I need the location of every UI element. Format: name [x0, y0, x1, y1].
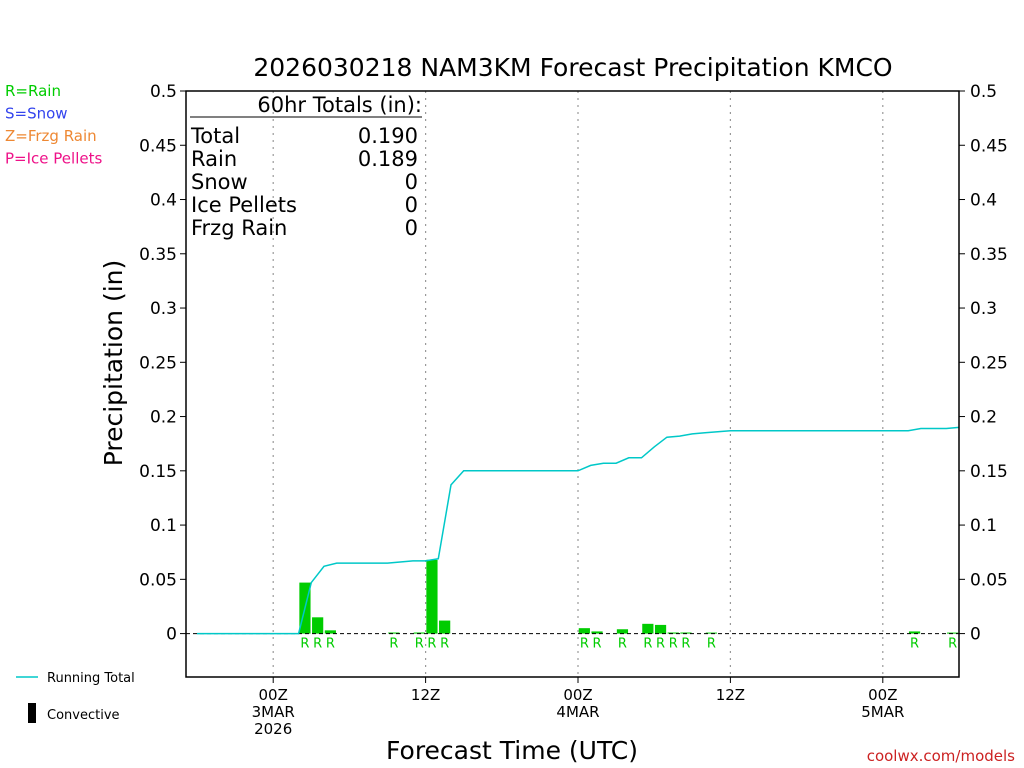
y-tick-label-right: 0.3 — [970, 299, 997, 319]
x-axis-label: Forecast Time (UTC) — [386, 736, 638, 765]
x-tick-label: 3MAR — [252, 703, 295, 721]
x-tick-label: 2026 — [254, 720, 292, 738]
x-tick-label: 12Z — [411, 686, 440, 704]
plot-frame — [185, 90, 960, 678]
x-tick-label: 4MAR — [556, 703, 599, 721]
y-tick-label-left: 0.5 — [150, 82, 177, 102]
credit-text: coolwx.com/models — [867, 747, 1015, 765]
precip-bar — [591, 631, 603, 634]
running-total-line — [197, 426, 960, 635]
ptype-mark: R — [656, 637, 665, 652]
ptype-mark: R — [910, 637, 919, 652]
convective-legend-swatch — [28, 703, 36, 723]
x-tick-label: 00Z — [259, 686, 288, 704]
convective-legend-label: Convective — [47, 708, 120, 723]
x-tick-label: 00Z — [868, 686, 897, 704]
precip-bar — [616, 629, 629, 634]
y-tick-label-right: 0.45 — [970, 136, 1008, 156]
precip-bar — [642, 623, 654, 634]
y-tick-label-left: 0.2 — [150, 408, 177, 428]
x-tick-label: 12Z — [716, 686, 745, 704]
precip-bar — [426, 559, 438, 634]
summary-label: Snow — [191, 170, 248, 194]
y-tick-label-right: 0.2 — [970, 408, 997, 428]
bar-series — [299, 559, 959, 634]
summary-value: 0 — [405, 193, 418, 217]
ptype-mark: R — [580, 637, 589, 652]
ptype-mark: R — [593, 637, 602, 652]
ptype-mark: R — [415, 637, 424, 652]
precip-bar — [680, 632, 692, 634]
precip-bar — [413, 632, 425, 634]
ptype-mark: R — [440, 637, 449, 652]
summary-value: 0 — [405, 170, 418, 194]
summary-label: Total — [190, 124, 240, 148]
summary-rows: Total 0.190 Rain 0.189 Snow 0 Ice Pellets 0 Frzg… — [190, 124, 418, 240]
y-tick-label-right: 0.35 — [970, 245, 1008, 265]
summary-value: 0 — [405, 216, 418, 240]
summary-value: 0.190 — [358, 124, 418, 148]
y-tick-label-right: 0.25 — [970, 353, 1008, 373]
summary-heading: 60hr Totals (in): — [257, 93, 422, 117]
ptype-mark: R — [618, 637, 627, 652]
y-tick-label-left: 0.15 — [139, 462, 177, 482]
y-tick-label-right: 0.4 — [970, 191, 997, 211]
y-tick-label-left: 0.1 — [150, 516, 177, 536]
running-total-legend-label: Running Total — [47, 671, 135, 686]
precip-bar — [908, 631, 921, 634]
summary-value: 0.189 — [358, 147, 418, 171]
y-tick-label-left: 0.05 — [139, 570, 177, 590]
ptype-mark: R — [948, 637, 957, 652]
y-axis-label: Precipitation (in) — [99, 260, 128, 467]
x-tick-label: 5MAR — [861, 703, 904, 721]
summary-label: Frzg Rain — [191, 216, 287, 240]
ptype-legend: R=Rain S=Snow Z=Frzg Rain P=Ice Pellets — [5, 82, 102, 168]
y-tick-label-right: 0 — [970, 625, 981, 645]
summary-label: Ice Pellets — [191, 193, 297, 217]
ptype-legend-item: S=Snow — [5, 105, 68, 123]
ptype-mark: R — [300, 637, 309, 652]
series-legend: Running Total Convective — [16, 671, 135, 723]
y-tick-label-left: 0.35 — [139, 245, 177, 265]
ptype-mark: R — [681, 637, 690, 652]
grid-lines — [272, 91, 884, 677]
ptype-mark: R — [643, 637, 652, 652]
y-tick-label-right: 0.15 — [970, 462, 1008, 482]
ptype-mark: R — [669, 637, 678, 652]
precip-bar — [439, 620, 451, 634]
totals-summary: 60hr Totals (in): Total 0.190 Rain 0.189 Sno… — [190, 93, 422, 240]
y-tick-label-left: 0.45 — [139, 136, 177, 156]
ptype-mark: R — [313, 637, 322, 652]
ptype-mark: R — [427, 637, 436, 652]
y-tick-label-left: 0 — [166, 625, 177, 645]
precip-bar — [667, 632, 679, 634]
precip-bar — [654, 624, 667, 634]
y-tick-label-left: 0.4 — [150, 191, 177, 211]
ptype-legend-item: R=Rain — [5, 82, 61, 100]
y-axis-ticks: 0 00.05 0.050.1 0.10.15 0.150.2 0.20.25 0.250.… — [139, 82, 1008, 645]
ptype-mark: R — [389, 637, 398, 652]
y-tick-label-left: 0.25 — [139, 353, 177, 373]
x-tick-label: 00Z — [563, 686, 592, 704]
ptype-legend-item: Z=Frzg Rain — [5, 127, 97, 145]
ptype-mark: R — [326, 637, 335, 652]
y-tick-label-left: 0.3 — [150, 299, 177, 319]
ptype-mark: R — [707, 637, 716, 652]
precip-bar — [578, 628, 590, 634]
summary-label: Rain — [191, 147, 237, 171]
y-tick-label-right: 0.5 — [970, 82, 997, 102]
precip-bar — [312, 617, 324, 634]
chart-title: 2026030218 NAM3KM Forecast Precipitation… — [253, 53, 892, 82]
precip-bar — [324, 630, 336, 634]
y-tick-label-right: 0.1 — [970, 516, 997, 536]
precip-bar — [388, 632, 400, 634]
ptype-legend-item: P=Ice Pellets — [5, 150, 102, 168]
y-tick-label-right: 0.05 — [970, 570, 1008, 590]
